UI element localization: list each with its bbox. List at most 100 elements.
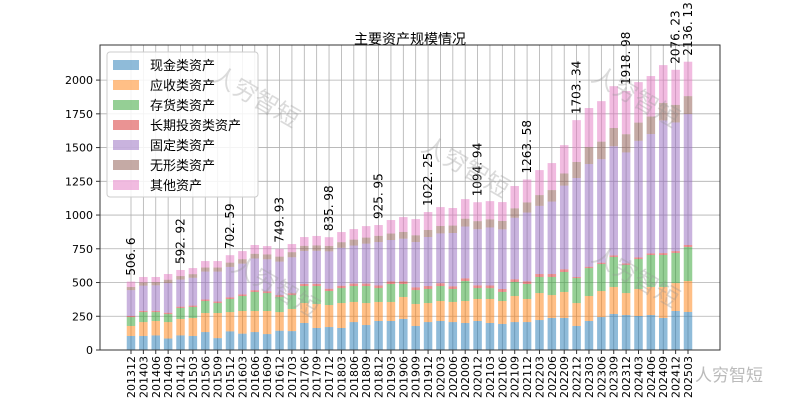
- data-labels: 506. 6 592. 92 702. 59 749. 93 835. 98 925. 9…: [124, 2, 695, 275]
- bar-segment: [559, 185, 569, 270]
- bar-segment: [498, 289, 507, 292]
- bar-segment: [275, 312, 284, 331]
- bar-segment: [535, 276, 544, 294]
- bar-segment: [535, 320, 544, 350]
- x-tick-label: 201906: [397, 356, 410, 398]
- bar-segment: [572, 303, 581, 326]
- bar-segment: [448, 322, 458, 350]
- bar-segment: [139, 312, 148, 323]
- x-tick-label: 201709: [311, 356, 324, 398]
- x-tick-label: 202112: [521, 356, 534, 398]
- bar-segment: [658, 253, 668, 255]
- y-axis: 0 250 500 750 1000 1250 1500 1750 2000: [65, 74, 100, 357]
- bar-segment: [337, 242, 346, 248]
- data-label: 2136. 13: [681, 2, 695, 55]
- bar-segment: [361, 243, 371, 284]
- bar-segment: [262, 334, 272, 350]
- bar-segment: [262, 254, 272, 260]
- bar-segment: [658, 65, 668, 103]
- bar-segment: [485, 227, 495, 286]
- bar-segment: [646, 253, 656, 255]
- bar-segment: [460, 199, 470, 219]
- bar-segment: [287, 295, 297, 309]
- bar-segment: [312, 286, 321, 304]
- bar-segment: [250, 245, 260, 254]
- legend-swatch: [113, 160, 139, 170]
- bar-segment: [287, 308, 297, 332]
- bar-segment: [188, 306, 198, 319]
- bar-segment: [411, 219, 420, 236]
- bar-segment: [201, 271, 210, 300]
- bar-segment: [176, 276, 185, 280]
- x-tick-label: 201803: [335, 356, 348, 398]
- bar-segment: [139, 276, 148, 283]
- bar-segment: [349, 286, 359, 302]
- bar-segment: [386, 301, 396, 321]
- bar-segment: [300, 284, 309, 287]
- bar-segment: [349, 301, 359, 323]
- bar-segment: [324, 288, 334, 292]
- data-label: 1263. 58: [520, 120, 534, 173]
- bar-segment: [634, 259, 643, 289]
- bar-segment: [621, 263, 631, 265]
- bar-segment: [609, 257, 618, 287]
- bar-segment: [238, 333, 247, 350]
- bar-segment: [337, 232, 346, 243]
- bar-segment: [597, 262, 606, 265]
- x-tick-label: 201406: [150, 356, 163, 398]
- y-tick-label: 0: [86, 344, 93, 357]
- bar-segment: [423, 237, 433, 287]
- bar-segment: [473, 320, 482, 350]
- bar-segment: [176, 318, 185, 336]
- bar-segment: [287, 331, 297, 350]
- x-tick-label: 202009: [459, 356, 472, 398]
- bar-segment: [250, 290, 260, 292]
- bar-segment: [609, 86, 618, 128]
- x-tick-label: 201809: [360, 356, 373, 398]
- bar-segment: [213, 313, 222, 339]
- x-tick-label: 202206: [546, 356, 559, 398]
- x-tick-label: 201606: [249, 356, 262, 398]
- bar-segment: [683, 281, 693, 312]
- bar-segment: [188, 335, 198, 350]
- bar-segment: [126, 287, 136, 291]
- bar-segment: [436, 301, 445, 321]
- x-axis: 201312 201403 201406 201409 201412 201503 2015…: [125, 350, 695, 398]
- bar-segment: [238, 259, 247, 264]
- bar-segment: [324, 291, 334, 306]
- bar-segment: [262, 246, 272, 255]
- bar-segment: [337, 285, 346, 289]
- bar-segment: [646, 254, 656, 287]
- bar-segment: [324, 251, 334, 289]
- legend-label: 长期投资类资产: [150, 118, 241, 134]
- bar-segment: [510, 296, 519, 323]
- bar-segment: [597, 264, 606, 292]
- bar-segment: [324, 245, 334, 252]
- bar-segment: [337, 328, 346, 350]
- legend-swatch: [113, 140, 139, 150]
- bar-segment: [349, 229, 359, 240]
- x-tick-label: 201706: [298, 356, 311, 398]
- bar-segment: [374, 285, 383, 289]
- bar-segment: [597, 101, 606, 142]
- x-tick-label: 201509: [212, 356, 225, 398]
- bar-segment: [126, 315, 136, 318]
- x-tick-label: 202209: [558, 356, 571, 398]
- bar-segment: [176, 308, 185, 319]
- bar-segment: [213, 271, 222, 302]
- bar-segment: [374, 242, 383, 286]
- bar-segment: [448, 232, 458, 287]
- bar-segment: [300, 237, 309, 246]
- bar-segment: [139, 285, 148, 311]
- bar-segment: [535, 195, 544, 206]
- bar-segment: [498, 323, 507, 350]
- bar-segment: [671, 310, 680, 350]
- bar-segment: [683, 114, 693, 246]
- x-tick-label: 202212: [571, 356, 584, 398]
- bar-segment: [423, 212, 433, 230]
- bar-segment: [300, 286, 309, 304]
- bar-segment: [436, 207, 445, 226]
- bar-segment: [522, 179, 532, 203]
- bar-segment: [498, 291, 507, 302]
